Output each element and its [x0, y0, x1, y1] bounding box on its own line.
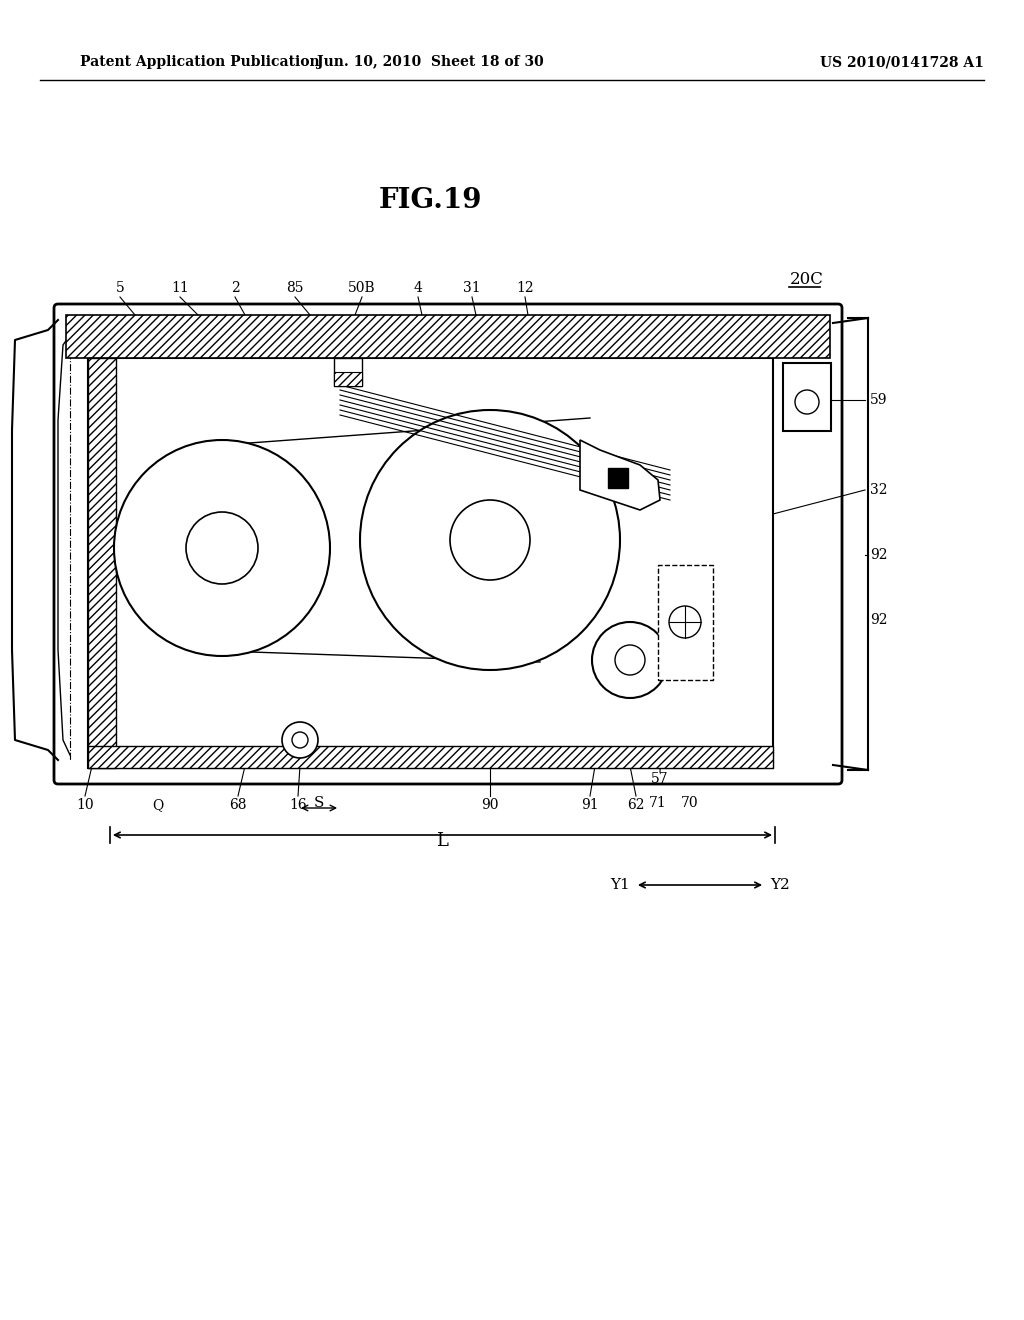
Text: 85: 85	[287, 281, 304, 294]
Text: Y2: Y2	[770, 878, 790, 892]
Text: 32: 32	[870, 483, 888, 498]
Circle shape	[615, 645, 645, 675]
Text: 57: 57	[651, 772, 669, 785]
Circle shape	[669, 606, 701, 638]
Bar	[66, 315, 830, 358]
Text: 70: 70	[681, 796, 698, 810]
Text: Jun. 10, 2010  Sheet 18 of 30: Jun. 10, 2010 Sheet 18 of 30	[316, 55, 544, 69]
Text: 31: 31	[463, 281, 481, 294]
Circle shape	[360, 411, 620, 671]
Text: 90: 90	[481, 799, 499, 812]
Text: Y1: Y1	[610, 878, 630, 892]
Text: 91: 91	[582, 799, 599, 812]
Text: 11: 11	[171, 281, 188, 294]
Bar	[608, 469, 628, 488]
Text: 68: 68	[229, 799, 247, 812]
Text: 50B: 50B	[348, 281, 376, 294]
Bar	[334, 358, 362, 385]
Text: 20C: 20C	[790, 272, 824, 289]
Bar	[88, 358, 116, 768]
Bar	[334, 372, 362, 385]
Circle shape	[186, 512, 258, 583]
Circle shape	[795, 389, 819, 414]
Text: US 2010/0141728 A1: US 2010/0141728 A1	[820, 55, 984, 69]
Text: S: S	[313, 796, 325, 810]
Circle shape	[282, 722, 318, 758]
Text: 92: 92	[870, 548, 888, 562]
Text: L: L	[436, 832, 447, 850]
Text: 59: 59	[870, 393, 888, 407]
Text: 71: 71	[649, 796, 667, 810]
Circle shape	[114, 440, 330, 656]
Text: 2: 2	[230, 281, 240, 294]
Text: 12: 12	[516, 281, 534, 294]
Circle shape	[592, 622, 668, 698]
Bar	[783, 363, 831, 432]
Circle shape	[292, 733, 308, 748]
Polygon shape	[580, 440, 660, 510]
Text: 5: 5	[116, 281, 124, 294]
Text: 10: 10	[76, 799, 94, 812]
Circle shape	[450, 500, 530, 579]
Text: 4: 4	[414, 281, 423, 294]
Text: FIG.19: FIG.19	[378, 186, 481, 214]
Bar	[88, 746, 773, 768]
Text: Q: Q	[153, 799, 164, 812]
Text: 92: 92	[870, 612, 888, 627]
FancyBboxPatch shape	[54, 304, 842, 784]
Text: 16: 16	[289, 799, 307, 812]
Text: Patent Application Publication: Patent Application Publication	[80, 55, 319, 69]
Text: 62: 62	[628, 799, 645, 812]
Bar	[88, 358, 773, 768]
Bar	[658, 565, 713, 680]
